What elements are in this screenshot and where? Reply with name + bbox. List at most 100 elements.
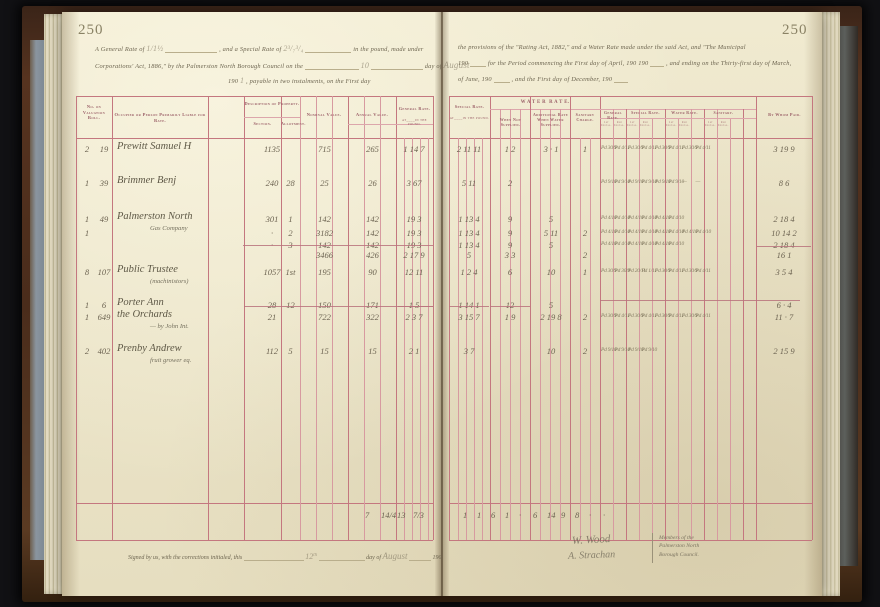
col-header-general-rate-sub: at____in the pound.	[402, 118, 427, 127]
ledger-handwritten-entry: —	[695, 179, 701, 185]
table-column-rule	[474, 138, 475, 540]
heading-general-rate-value: 1/1½	[146, 44, 164, 53]
ledger-handwritten-entry: 2	[288, 228, 293, 238]
col-header-section: Section.	[253, 121, 272, 126]
col-header-valuation-roll: No. on Valuation Roll.	[82, 104, 106, 120]
heading-right-line2: 190 for the Period commencing the First …	[458, 60, 791, 67]
signature-first: W. Wood	[571, 533, 611, 547]
heading-left-line1: A General Rate of 1/1½ , and a Special R…	[95, 44, 424, 53]
heading-day-of-label: day of	[424, 63, 442, 70]
ledger-handwritten-entry: Pd 4/10	[614, 215, 631, 221]
heading-right-line3: of June, 190 , and the First day of Dece…	[458, 76, 628, 83]
ledger-handwritten-entry: 1	[463, 510, 468, 520]
col-header-nominal-value: Nominal Value.	[306, 112, 342, 117]
ledger-handwritten-entry: Pd 4/11	[614, 313, 630, 319]
footer-signed-day-suffix: th	[313, 553, 318, 558]
table-row-rule	[490, 109, 600, 110]
ledger-handwritten-entry: 7	[365, 510, 370, 520]
col-header-special-rate-sub: at____in the pound.	[449, 116, 490, 120]
ledger-handwritten-entry: 265	[366, 144, 379, 154]
ledger-handwritten-entry: 2 18 4	[773, 214, 795, 224]
ledger-handwritten-entry: 322	[366, 312, 379, 322]
table-column-rule	[466, 138, 467, 540]
ledger-handwritten-entry: 649	[97, 312, 111, 322]
table-column-rule	[412, 138, 413, 540]
table-column-rule	[112, 96, 113, 540]
gutter-center-line	[441, 12, 443, 596]
table-column-rule	[678, 118, 679, 540]
ledger-handwritten-entry: ·	[589, 510, 592, 520]
ledger-handwritten-entry: 6 · 4	[776, 300, 792, 310]
ledger-handwritten-entry: 5 11	[461, 178, 477, 188]
heading-corporations-act-label: Corporations' Act, 1886," by the Palmers…	[95, 63, 304, 70]
ledger-handwritten-entry: Pd 9/10	[641, 347, 658, 353]
ledger-handwritten-entry: Pd 4/10	[668, 215, 685, 221]
heading-right-period-label: for the Period commencing the First day …	[487, 60, 637, 67]
table-column-rule	[348, 96, 349, 540]
table-column-rule	[691, 109, 692, 540]
table-column-rule	[590, 138, 591, 540]
table-column-rule	[420, 138, 421, 540]
ledger-handwritten-entry: 13	[397, 510, 406, 520]
table-row-rule	[76, 96, 433, 97]
ledger-handwritten-entry: Pd 9/10	[601, 347, 617, 353]
ledger-handwritten-entry: Pd 1/11	[641, 268, 657, 274]
ledger-handwritten-entry: 2 11 11	[456, 144, 482, 154]
table-column-rule	[540, 109, 541, 540]
ledger-handwritten-entry: 402	[97, 346, 111, 356]
ledger-handwritten-entry: 11 · 7	[774, 312, 794, 322]
table-column-rule	[613, 109, 614, 540]
ledger-handwritten-entry: 1st	[285, 267, 296, 277]
ledger-handwritten-entry: 715	[318, 144, 331, 154]
col-header-annual-value: Annual Value.	[355, 112, 389, 117]
correction-strikethrough	[244, 306, 433, 307]
ledger-handwritten-entry: ·	[603, 510, 606, 520]
ledger-handwritten-entry: 112	[265, 346, 279, 356]
ledger-handwritten-entry: 1	[84, 228, 90, 238]
ledger-handwritten-entry: 426	[366, 250, 379, 260]
col-header-special-rate: Special Rate.	[454, 104, 485, 109]
table-column-rule	[458, 138, 459, 540]
ledger-handwritten-entry: Pd 9/10	[668, 179, 685, 185]
col-header-paid-special-rate: Special Rate.	[631, 111, 660, 115]
ledger-handwritten-entry: Pd 4/10	[682, 229, 698, 235]
table-column-rule	[244, 96, 245, 540]
table-column-rule	[743, 109, 744, 540]
ledger-handwritten-entry: 195	[318, 267, 331, 277]
ledger-handwritten-entry: 3 5 4	[775, 267, 793, 277]
ledger-handwritten-entry: 2	[84, 144, 90, 154]
ledger-handwritten-entry: Pd 30/9	[655, 313, 671, 319]
ledger-handwritten-entry: ·	[270, 228, 274, 238]
ledger-handwritten-entry: Pd 4/11	[695, 145, 711, 151]
ledger-handwritten-entry: Pd 4/10	[601, 229, 617, 235]
ledger-handwritten-entry: Pd 4/10	[655, 241, 671, 247]
ledger-handwritten-entry: 3 7	[463, 346, 475, 356]
table-column-rule	[449, 96, 450, 540]
ledger-handwritten-entry: ·	[519, 510, 522, 520]
ledger-handwritten-entry: the Orchards	[117, 309, 172, 320]
members-line-1: Members of the	[659, 535, 694, 541]
col-header-instalment: 2nd Instal.	[614, 121, 625, 128]
ledger-handwritten-entry: 301	[265, 214, 279, 224]
col-header-instalment: 1st Instal.	[705, 121, 716, 128]
ledger-handwritten-entry: 9	[561, 510, 566, 520]
ledger-handwritten-entry: 14	[547, 510, 556, 520]
heading-year-prefix: 190	[228, 78, 239, 85]
ledger-handwritten-entry: 2 15 9	[773, 346, 795, 356]
table-column-rule	[510, 109, 511, 540]
ledger-handwritten-entry: 28	[267, 300, 277, 310]
ledger-handwritten-entry: 19 3	[406, 214, 422, 224]
ledger-handwritten-entry: 2 19 8	[540, 312, 562, 322]
table-column-rule	[665, 109, 666, 540]
ledger-handwritten-entry: 1	[84, 214, 90, 224]
page-number-left: 250	[78, 22, 104, 38]
ledger-handwritten-entry: 1 13 4	[458, 214, 480, 224]
ledger-handwritten-entry: 90	[368, 267, 377, 277]
ledger-handwritten-entry: 8 6	[778, 178, 790, 188]
heading-in-the-pound-label: in the pound, made under	[353, 46, 424, 53]
ledger-handwritten-entry: Pd 4/11	[641, 145, 657, 151]
ledger-handwritten-entry: 9	[507, 240, 513, 250]
ledger-handwritten-entry: Pd 9/10	[601, 179, 617, 185]
ledger-handwritten-entry: 2	[582, 228, 588, 238]
